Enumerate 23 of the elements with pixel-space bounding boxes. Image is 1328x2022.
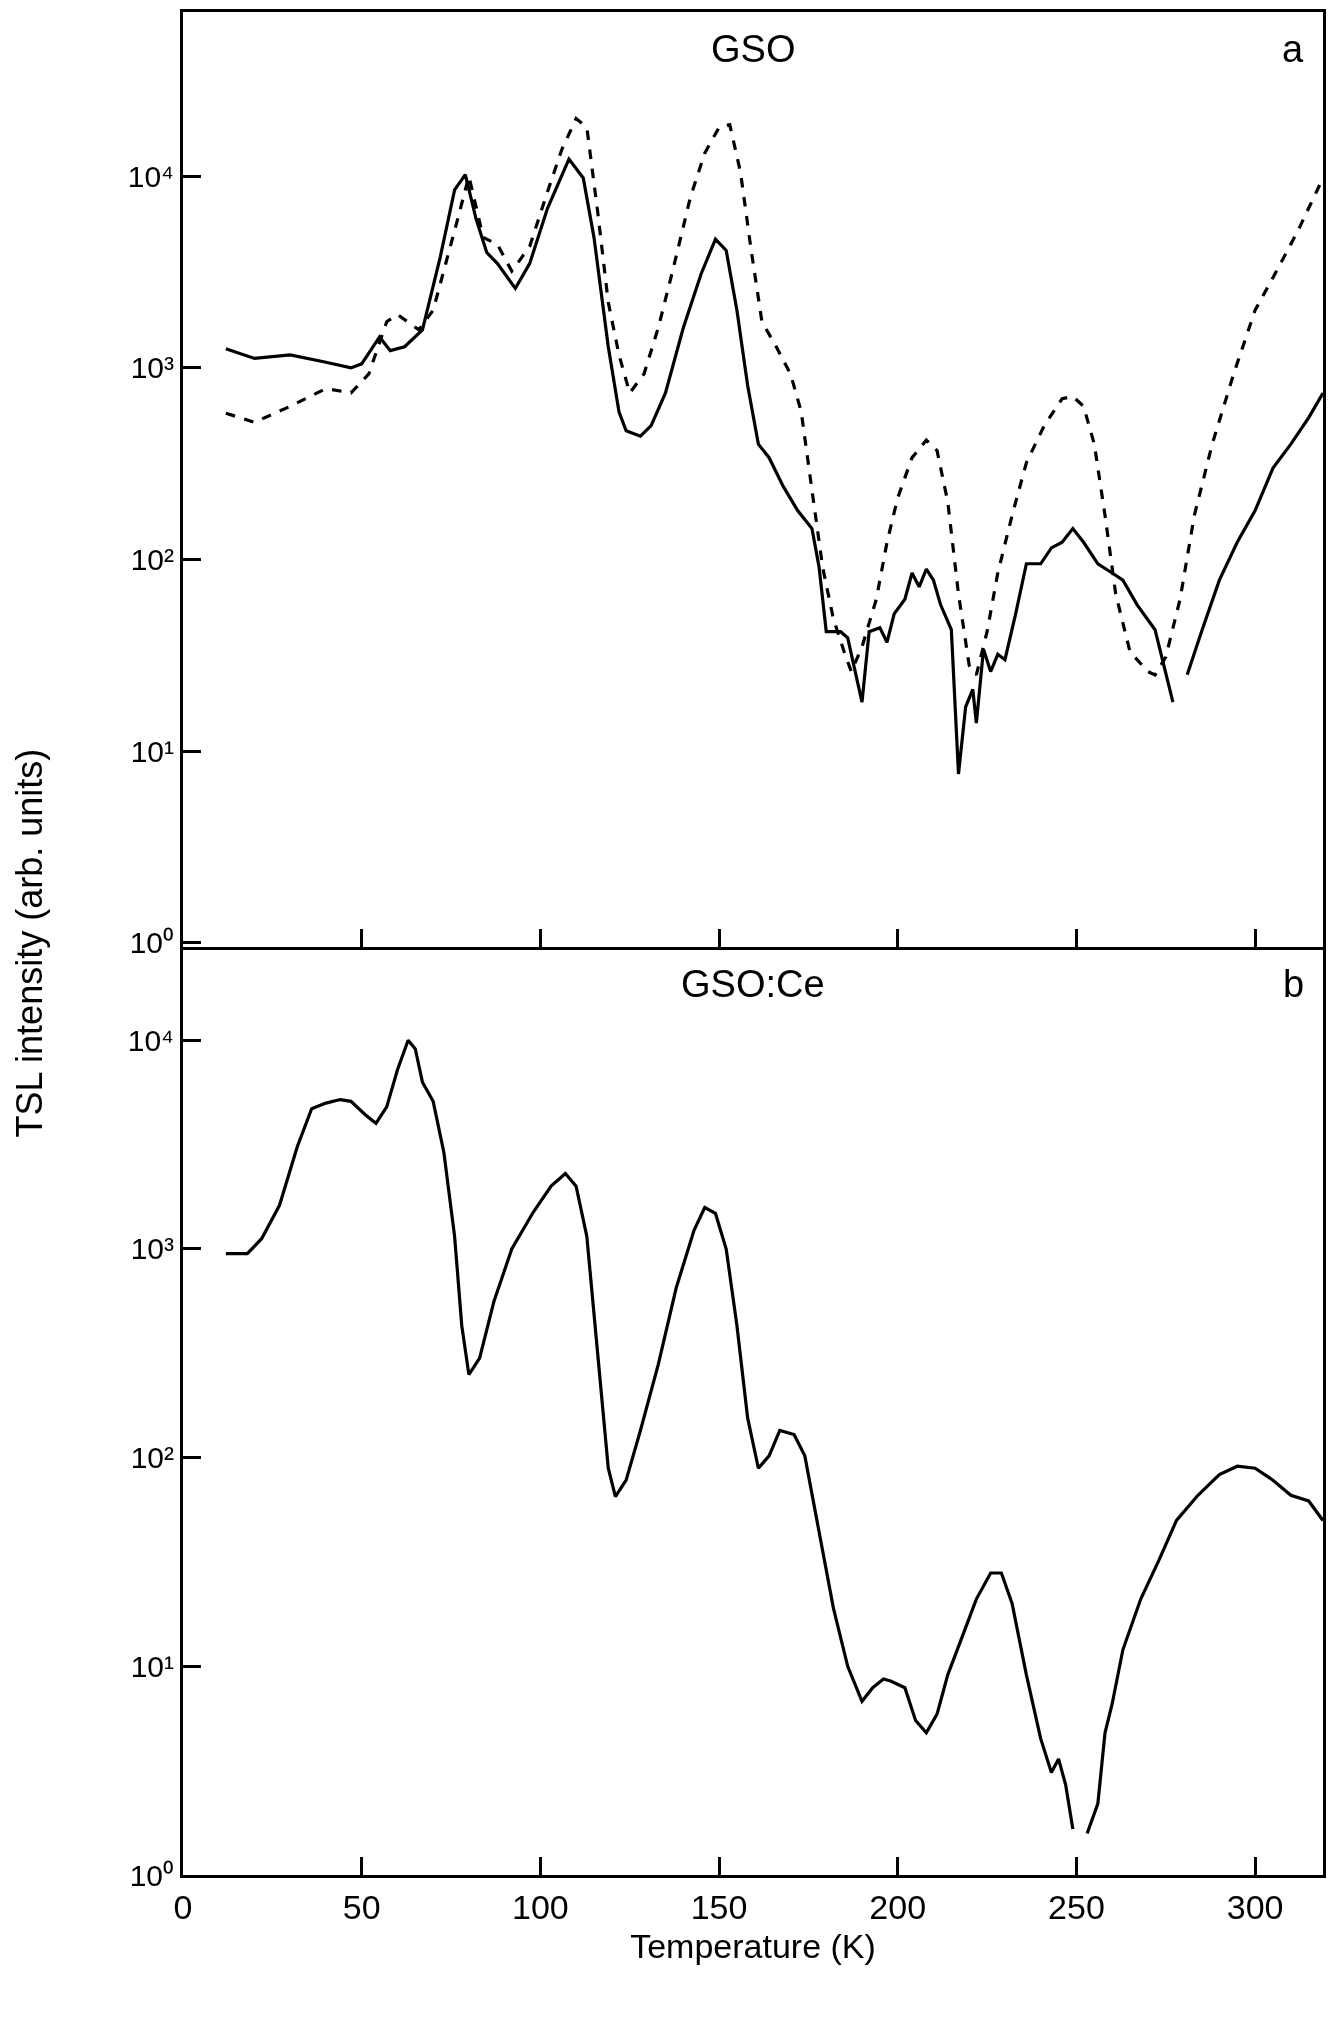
x-axis-title: Temperature (K)	[630, 1927, 876, 1966]
x-tick-label: 0	[173, 1887, 193, 1926]
x-tick-label: 100	[512, 1887, 569, 1926]
x-tick-label: 300	[1226, 1887, 1284, 1926]
x-tick-label: 250	[1048, 1887, 1105, 1926]
y-tick-label: 10²	[130, 543, 175, 576]
chart-title: GSO:Ce	[681, 963, 825, 1005]
y-tick-label: 10²	[130, 1441, 175, 1475]
y-tick-label: 10³	[130, 351, 175, 385]
y-tick-label: 10⁴	[127, 159, 174, 193]
y-axis-title: TSL intensity (arb. units)	[8, 748, 50, 1138]
y-tick-label: 10¹	[130, 734, 175, 768]
x-tick-label: 200	[869, 1887, 927, 1926]
x-tick-label: 50	[342, 1887, 381, 1926]
y-tick-label: 10⁰	[129, 926, 174, 960]
y-tick-label: 10⁴	[127, 1023, 174, 1057]
x-tick-label: 150	[690, 1887, 748, 1926]
y-tick-label: 10³	[130, 1232, 175, 1266]
chart-title: GSO	[711, 28, 796, 70]
annotation: a	[1282, 28, 1304, 70]
annotation: b	[1283, 963, 1305, 1005]
y-tick-label: 10⁰	[129, 1858, 174, 1892]
y-tick-label: 10¹	[130, 1649, 175, 1683]
